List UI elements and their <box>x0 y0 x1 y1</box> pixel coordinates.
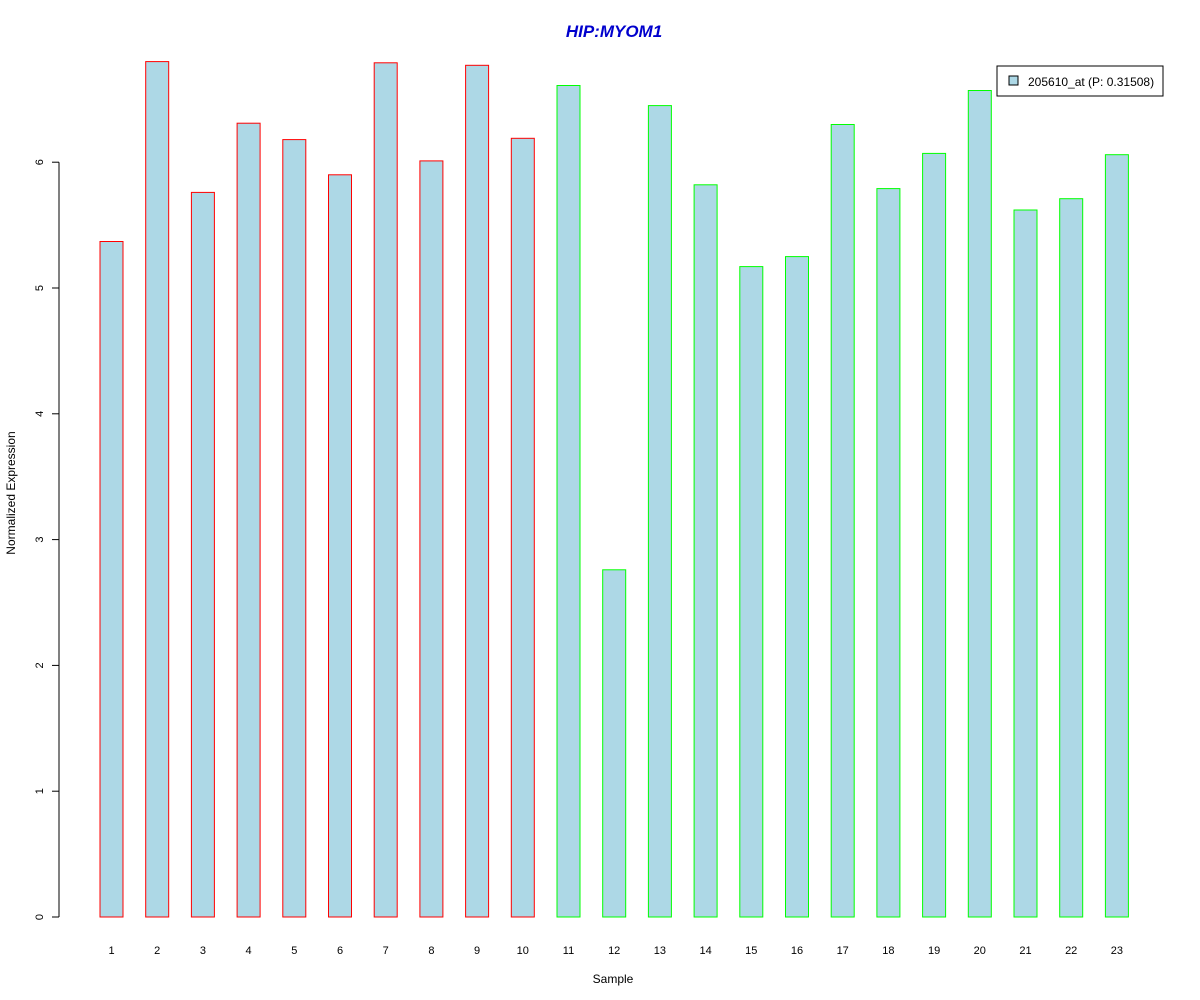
bar <box>693 184 718 918</box>
y-tick-label: 2 <box>34 662 46 668</box>
x-tick-label: 3 <box>200 945 206 957</box>
y-tick-label: 4 <box>34 411 46 417</box>
bar <box>99 241 124 918</box>
bar <box>830 124 855 918</box>
bar <box>739 266 764 918</box>
x-tick-label: 8 <box>428 945 434 957</box>
x-tick-labels: 1 2 3 4 5 6 7 8 9 10 11 12 13 14 15 16 17 18 19 20 21 22 23 <box>108 945 1123 957</box>
x-tick-label: 1 <box>108 945 114 957</box>
bar <box>282 139 307 918</box>
legend-box <box>996 65 1164 97</box>
x-tick-label: 19 <box>928 945 940 957</box>
bar <box>1013 209 1038 918</box>
x-tick-label: 9 <box>474 945 480 957</box>
bar <box>922 152 947 918</box>
x-tick-label: 2 <box>154 945 160 957</box>
bar <box>419 160 444 918</box>
bar <box>236 122 261 918</box>
legend-label: 205610_at (P: 0.31508) <box>1028 75 1154 89</box>
bar <box>876 188 901 918</box>
x-tick-label: 7 <box>383 945 389 957</box>
x-tick-label: 13 <box>654 945 666 957</box>
chart-title: HIP:MYOM1 <box>566 22 662 41</box>
legend-swatch <box>1008 75 1019 86</box>
x-tick-label: 21 <box>1019 945 1031 957</box>
bar <box>967 90 992 918</box>
x-tick-label: 4 <box>246 945 252 957</box>
x-tick-label: 17 <box>837 945 849 957</box>
x-axis-label: Sample <box>593 972 634 986</box>
y-tick-label: 0 <box>34 914 46 920</box>
bar <box>373 62 398 918</box>
y-tick-label: 1 <box>34 788 46 794</box>
bar <box>145 61 170 918</box>
y-tick-label: 6 <box>34 159 46 165</box>
bar <box>647 105 672 918</box>
bar <box>785 256 809 918</box>
x-tick-label: 10 <box>517 945 529 957</box>
bar <box>510 137 535 918</box>
x-tick-label: 20 <box>974 945 986 957</box>
bars <box>99 61 1129 918</box>
bar <box>556 85 581 918</box>
x-tick-label: 23 <box>1111 945 1123 957</box>
bar <box>328 174 352 918</box>
bar <box>602 569 627 918</box>
x-tick-label: 18 <box>882 945 894 957</box>
x-tick-label: 12 <box>608 945 620 957</box>
bar <box>1104 154 1129 918</box>
bar <box>1059 198 1084 918</box>
bar <box>465 64 490 918</box>
x-tick-label: 14 <box>699 945 711 957</box>
legend: 205610_at (P: 0.31508) <box>996 65 1164 97</box>
x-tick-label: 22 <box>1065 945 1077 957</box>
x-tick-label: 16 <box>791 945 803 957</box>
bar <box>190 191 215 918</box>
x-tick-label: 6 <box>337 945 343 957</box>
x-tick-label: 15 <box>745 945 757 957</box>
y-axis-label: Normalized Expression <box>4 431 18 554</box>
y-tick-label: 5 <box>34 285 46 291</box>
y-tick-label: 3 <box>34 537 46 543</box>
y-axis: 0 1 2 3 4 5 6 <box>34 159 60 920</box>
x-tick-label: 5 <box>291 945 297 957</box>
x-tick-label: 11 <box>563 945 574 957</box>
